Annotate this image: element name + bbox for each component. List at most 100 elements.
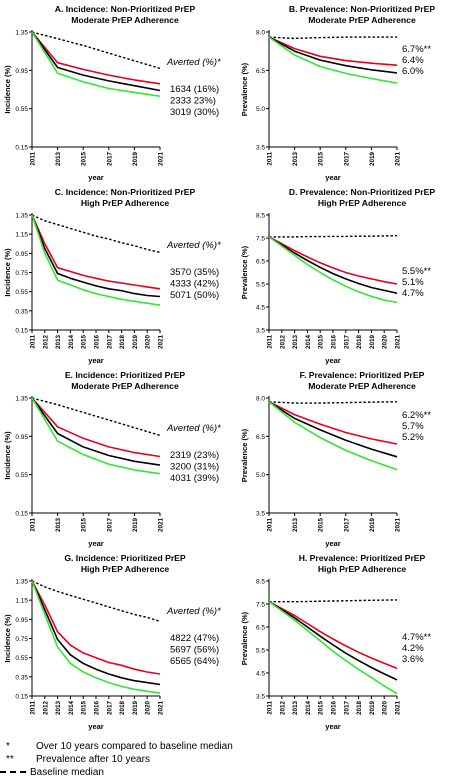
- x-tick-label: 2021: [158, 518, 165, 533]
- x-tick-label: 2011: [267, 518, 274, 532]
- y-tick-label: 1.35: [15, 579, 28, 586]
- x-tick-label: 2015: [318, 152, 325, 167]
- chart-title-line2: Moderate PrEP Adherence: [308, 380, 416, 391]
- figure-panels: A. Incidence: Non-Prioritized PrEP Modera…: [3, 4, 474, 731]
- x-tick-label: 2020: [145, 335, 152, 350]
- averted-value: 3.6%: [402, 654, 424, 665]
- y-tick-label: 0.55: [15, 289, 28, 296]
- x-tick-label: 2020: [145, 701, 152, 716]
- x-axis-label: year: [88, 173, 104, 182]
- y-axis-label: Incidence (%): [3, 248, 12, 297]
- chart-title: E. Incidence: Prioritized PrEP Moderate P…: [20, 370, 230, 391]
- averted-value: 4031 (39%): [170, 473, 219, 484]
- x-tick-label: 2021: [158, 335, 165, 350]
- y-tick-label: 4.5: [256, 671, 265, 678]
- x-tick-label: 2021: [395, 701, 402, 716]
- chart-svg: 3.5 4.5 5.5 6.5 7.5 8.5 2011 2012 2013 2014 2015 20…: [240, 213, 431, 366]
- series-line-dashed: [31, 580, 161, 622]
- x-tick-label: 2011: [267, 701, 274, 715]
- y-tick-label: 1.15: [15, 232, 28, 239]
- y-tick-label: 1.35: [15, 396, 28, 403]
- figure-footer: * Over 10 years compared to baseline medi…: [0, 740, 474, 781]
- series-line-red: [31, 31, 161, 85]
- series-line-red: [31, 397, 161, 458]
- y-tick-label: 7.5: [256, 602, 265, 609]
- x-tick-label: 2015: [81, 335, 88, 350]
- x-tick-label: 2017: [343, 701, 350, 716]
- series-line-green: [31, 397, 161, 475]
- series-line-dashed: [269, 235, 398, 238]
- series-line-dashed: [268, 401, 398, 404]
- averted-value: 4333 (42%): [170, 279, 219, 290]
- y-tick-label: 0.55: [15, 655, 28, 662]
- chart-title-line2: High PrEP Adherence: [317, 563, 407, 574]
- y-axis-label: Incidence (%): [3, 65, 12, 114]
- chart-svg: 0.15 0.55 0.95 1.35 2011 2013 2015 2017 2019 2021…: [3, 396, 221, 549]
- chart-title-line1: C. Incidence: Non-Prioritized PrEP: [54, 187, 196, 197]
- y-axis-label: Incidence (%): [3, 431, 12, 480]
- averted-value: 4.7%**: [402, 632, 431, 643]
- x-tick-label: 2021: [395, 152, 402, 167]
- x-tick-label: 2019: [369, 701, 376, 716]
- x-tick-label: 2016: [331, 701, 338, 716]
- series-line-black: [268, 236, 398, 294]
- y-tick-label: 1.15: [15, 598, 28, 605]
- x-tick-label: 2018: [119, 701, 126, 716]
- y-tick-label: 3.5: [256, 511, 265, 518]
- series-line-green: [268, 236, 398, 304]
- x-tick-label: 2017: [343, 518, 350, 533]
- series-line-green: [31, 214, 161, 306]
- averted-heading: Averted (%)*: [166, 423, 221, 434]
- averted-value: 3200 (31%): [170, 462, 219, 473]
- x-tick-label: 2015: [318, 518, 325, 533]
- series-line-black: [31, 580, 161, 686]
- chart-title-line1: F. Prevalence: Prioritized PrEP: [299, 370, 425, 380]
- legend-dash-swatch: [0, 771, 26, 774]
- x-tick-label: 2013: [55, 518, 62, 533]
- y-tick-label: 5.5: [256, 648, 265, 655]
- chart-title: F. Prevalence: Prioritized PrEP Moderate …: [257, 370, 467, 391]
- chart-title-line1: E. Incidence: Prioritized PrEP: [64, 370, 186, 380]
- y-tick-label: 0.15: [15, 145, 28, 152]
- x-tick-label: 2013: [292, 335, 299, 350]
- chart-panel-8: H. Prevalence: Prioritized PrEP High PrEP…: [237, 549, 474, 731]
- x-tick-label: 2014: [68, 335, 75, 350]
- x-tick-label: 2015: [81, 701, 88, 716]
- x-tick-label: 2021: [395, 518, 402, 533]
- chart-title-line1: B. Prevalence: Non-Prioritized PrEP: [288, 4, 436, 14]
- x-tick-label: 2018: [356, 701, 363, 716]
- averted-value: 6.0%: [402, 66, 424, 77]
- chart-panel-6: F. Prevalence: Prioritized PrEP Moderate …: [237, 366, 474, 548]
- averted-value: 2319 (23%): [170, 450, 219, 461]
- chart-title: C. Incidence: Non-Prioritized PrEP High P…: [20, 187, 230, 208]
- series-line-dashed: [268, 36, 397, 40]
- y-tick-label: 8.0: [256, 396, 265, 403]
- x-tick-label: 2012: [279, 701, 286, 716]
- averted-value: 5.2%: [402, 432, 424, 443]
- chart-title-line1: D. Prevalence: Non-Prioritized PrEP: [288, 187, 436, 197]
- averted-value: 5.7%: [402, 421, 424, 432]
- x-tick-label: 2014: [68, 701, 75, 716]
- x-tick-label: 2021: [395, 335, 402, 350]
- x-axis-label: year: [88, 539, 104, 548]
- x-tick-label: 2016: [94, 335, 101, 350]
- averted-value: 3570 (35%): [170, 267, 219, 278]
- x-tick-label: 2017: [343, 152, 350, 167]
- y-tick-label: 5.0: [256, 472, 265, 479]
- chart-svg: 3.5 4.5 5.5 6.5 7.5 8.5 2011 2012 2013 2014 2015 20…: [240, 579, 431, 732]
- series-line-green: [31, 580, 161, 694]
- x-tick-label: 2020: [382, 701, 389, 716]
- x-tick-label: 2011: [267, 335, 274, 349]
- footnote-text-prevalence: Prevalence after 10 years: [36, 754, 150, 765]
- chart-title-line1: G. Incidence: Prioritized PrEP: [64, 553, 186, 563]
- series-line-black: [31, 31, 161, 92]
- y-tick-label: 8.5: [256, 213, 265, 220]
- x-tick-label: 2016: [331, 335, 338, 350]
- x-tick-label: 2019: [132, 518, 139, 533]
- series-line-black: [31, 214, 161, 298]
- series-line-black: [268, 401, 398, 458]
- y-tick-label: 0.95: [15, 617, 28, 624]
- footnote-text-averted: Over 10 years compared to baseline media…: [36, 741, 233, 752]
- averted-value: 5697 (56%): [170, 645, 219, 656]
- x-tick-label: 2011: [30, 152, 37, 166]
